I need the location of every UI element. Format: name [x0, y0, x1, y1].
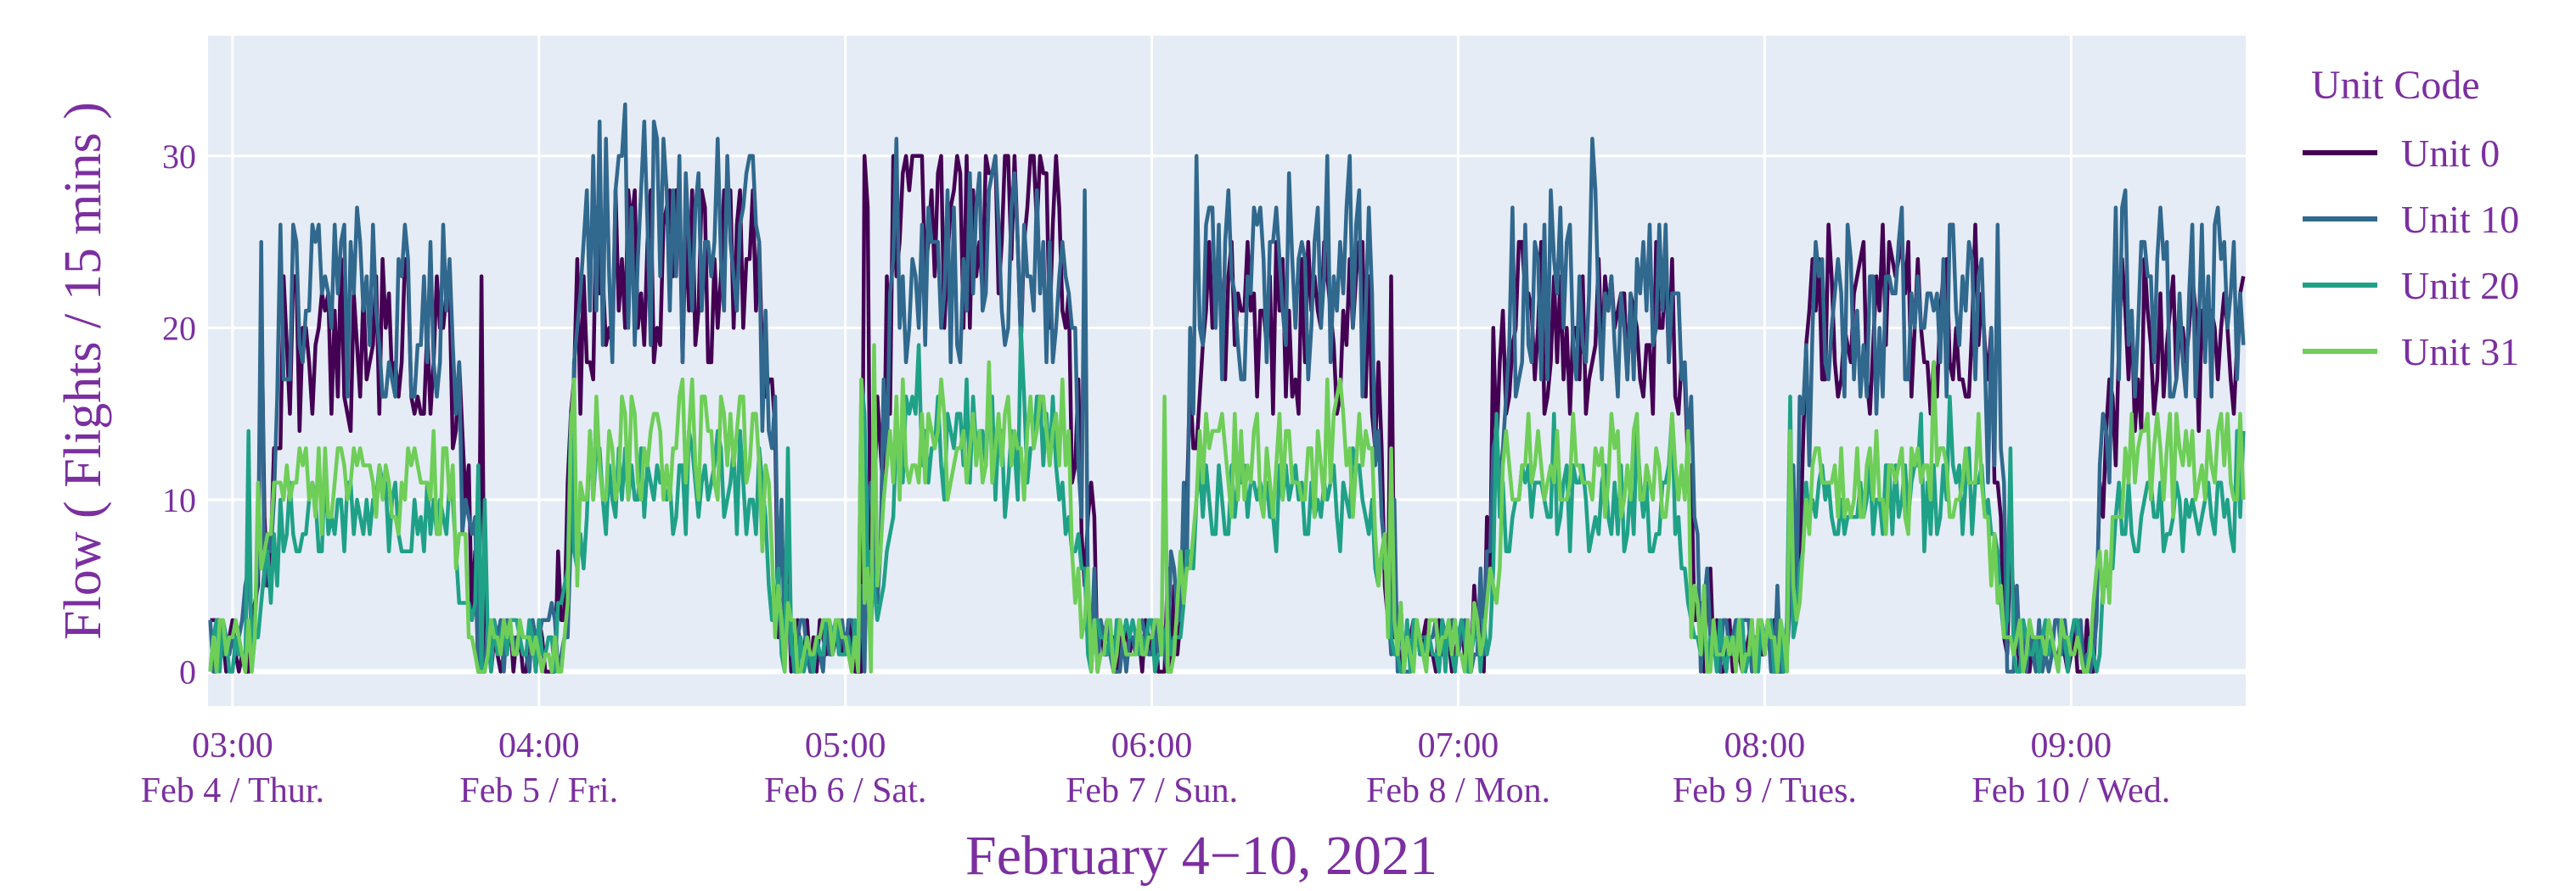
x-gridlines: [231, 36, 2073, 706]
series-line-unit-31: [208, 343, 2246, 674]
x-tick-time-3: 06:00: [1111, 726, 1193, 765]
x-tick-time-1: 04:00: [498, 726, 580, 765]
y-tick-label-10: 10: [162, 481, 196, 519]
x-axis-title: February 4−10, 2021: [965, 825, 1437, 887]
x-tick-date-3: Feb 7 / Sun.: [1066, 771, 1238, 810]
legend: Unit Code Unit 0 Unit 10 Unit 20 Unit 31: [2303, 63, 2519, 373]
legend-label-unit-10: Unit 10: [2401, 198, 2519, 241]
x-tick-date-4: Feb 8 / Mon.: [1366, 771, 1550, 810]
legend-label-unit-0: Unit 0: [2401, 132, 2500, 175]
x-tick-time-4: 07:00: [1418, 726, 1499, 765]
x-tick-time-0: 03:00: [192, 726, 273, 765]
legend-title: Unit Code: [2311, 63, 2480, 108]
x-tick-time-2: 05:00: [805, 726, 886, 765]
x-tick-date-0: Feb 4 / Thur.: [141, 771, 324, 810]
x-tick-labels: 03:00 Feb 4 / Thur. 04:00 Feb 5 / Fri. 05:00…: [141, 726, 2170, 810]
x-tick-time-6: 09:00: [2030, 726, 2112, 765]
y-tick-label-30: 30: [162, 137, 196, 176]
series-lines: [208, 102, 2246, 674]
legend-label-unit-20: Unit 20: [2401, 264, 2519, 307]
y-tick-label-0: 0: [179, 653, 196, 691]
x-tick-date-6: Feb 10 / Wed.: [1971, 771, 2170, 810]
legend-label-unit-31: Unit 31: [2401, 330, 2519, 373]
y-tick-labels: 0 10 20 30: [162, 137, 196, 692]
series-line-unit-10: [208, 102, 2246, 674]
x-tick-date-2: Feb 6 / Sat.: [764, 771, 926, 810]
x-tick-date-1: Feb 5 / Fri.: [459, 771, 618, 810]
x-tick-date-5: Feb 9 / Tues.: [1673, 771, 1857, 810]
y-axis-title: Flow ( Flights / 15 mins ): [54, 102, 112, 640]
y-tick-label-20: 20: [162, 309, 196, 347]
x-tick-time-5: 08:00: [1724, 726, 1806, 765]
